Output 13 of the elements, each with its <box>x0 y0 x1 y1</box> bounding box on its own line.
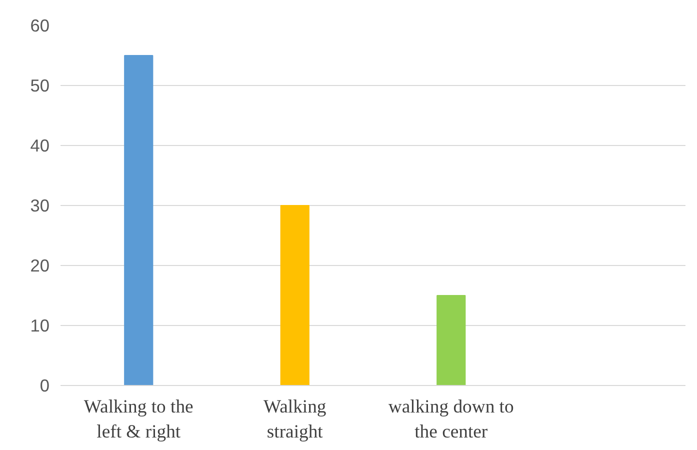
y-tick-label: 20 <box>30 256 50 276</box>
bar <box>436 295 466 386</box>
bar <box>280 205 310 386</box>
y-tick-label: 30 <box>30 196 50 216</box>
y-tick-label: 0 <box>40 376 50 396</box>
x-tick-label: Walking to the left & right <box>84 396 194 443</box>
bar <box>124 55 154 386</box>
y-tick-label: 60 <box>30 16 50 36</box>
y-tick-label: 40 <box>30 136 50 156</box>
y-tick-label: 50 <box>30 76 50 96</box>
x-tick-label: Walking straight <box>264 396 326 443</box>
y-tick-label: 10 <box>30 316 50 336</box>
x-tick-label: walking down to the center <box>388 396 514 443</box>
